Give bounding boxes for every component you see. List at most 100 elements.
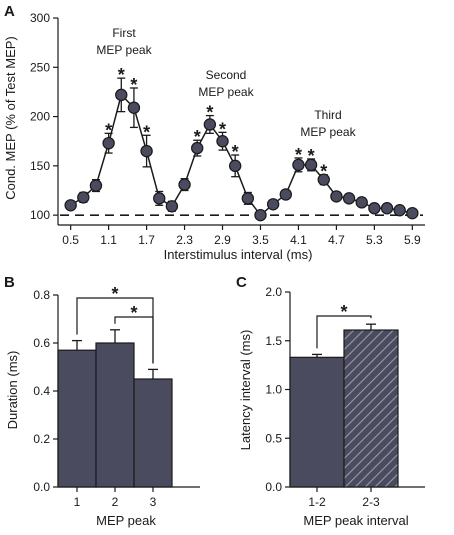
data-point	[191, 141, 204, 155]
data-point	[304, 158, 318, 172]
significance-star: *	[118, 65, 125, 85]
data-point	[266, 198, 280, 211]
third-peak-label-line2: MEP peak	[300, 125, 356, 139]
panel-a-x-tick-label: 2.9	[214, 233, 231, 247]
significance-star: *	[295, 145, 302, 165]
panel-c-y-tick-label: 2.0	[265, 285, 282, 299]
data-point	[203, 118, 217, 131]
panel-c-bars: *	[289, 302, 399, 488]
panel-a-y-tick-label: 150	[30, 159, 50, 173]
data-point	[115, 88, 128, 102]
panel-c-y-tick-label: 1.5	[265, 334, 282, 348]
significance-star: *	[219, 119, 226, 139]
panel-a-x-tick-label: 4.1	[290, 233, 307, 247]
panel-a-x-axis-label: Interstimulus interval (ms)	[164, 247, 313, 262]
significance-bracket	[316, 315, 372, 349]
significance-star: *	[130, 75, 137, 95]
panel-b-x-tick-label: 3	[150, 495, 157, 509]
data-point	[165, 200, 179, 213]
data-point	[64, 199, 77, 212]
data-point	[241, 192, 255, 205]
panel-b-x-tick-label: 1	[74, 495, 81, 509]
data-point	[254, 208, 267, 222]
panel-b-y-tick-label: 0.8	[33, 288, 50, 302]
panel-b-y-tick-label: 0.0	[33, 480, 50, 494]
data-point	[380, 202, 394, 215]
panel-letter-b: B	[4, 274, 15, 291]
panel-a-x-tick-label: 1.1	[100, 233, 117, 247]
data-point	[342, 192, 356, 205]
panel-c-x-tick-label: 1-2	[308, 495, 326, 509]
panel-a-x-tick-label: 0.5	[62, 233, 79, 247]
panel-a-series: ** ** **** * **	[60, 65, 423, 222]
panel-letter-a: A	[4, 3, 15, 20]
panel-a-y-tick-label: 300	[30, 11, 50, 25]
panel-letter-c: C	[236, 274, 247, 291]
significance-star: *	[143, 122, 150, 142]
panel-c-y-tick-label: 1.0	[265, 383, 282, 397]
significance-star: *	[206, 103, 213, 123]
panel-c-y-tick-label: 0.0	[265, 480, 282, 494]
panel-a-x-tick-label: 2.3	[176, 233, 193, 247]
panel-a-x-tick-label: 5.3	[366, 233, 383, 247]
significance-star: *	[130, 303, 137, 323]
data-point	[292, 158, 305, 172]
data-point	[355, 196, 368, 209]
first-peak-label-line2: MEP peak	[96, 43, 152, 57]
panel-b-axes: 0.0 0.2 0.4 0.6 0.8 1 2 3	[33, 288, 200, 509]
panel-a-y-tick-label: 100	[30, 208, 50, 222]
panel-c-y-tick-label: 0.5	[265, 431, 282, 445]
data-point	[216, 135, 229, 148]
significance-star: *	[105, 120, 112, 140]
significance-star: *	[194, 127, 201, 147]
bar	[133, 378, 173, 488]
panel-a-y-tick-label: 200	[30, 110, 50, 124]
data-point	[228, 159, 242, 173]
second-peak-label-line2: MEP peak	[198, 85, 254, 99]
panel-a-x-tick-label: 5.9	[404, 233, 421, 247]
mep-series-line	[70, 93, 413, 217]
panel-b-x-tick-label: 2	[112, 495, 119, 509]
data-point	[178, 178, 191, 191]
panel-a-y-axis-label: Cond. MEP (% of Test MEP)	[3, 36, 18, 200]
first-peak-label-line1: First	[112, 26, 136, 40]
panel-a-x-tick-label: 1.7	[138, 233, 155, 247]
significance-star: *	[232, 142, 239, 162]
data-point	[406, 206, 419, 220]
panel-b: B 0.00.20.40.60.81 2 3 ** MEP peak Duratio…	[4, 274, 200, 528]
significance-star: *	[340, 302, 347, 322]
bar	[95, 342, 135, 488]
data-point	[153, 192, 166, 205]
data-point	[317, 173, 330, 186]
data-point	[77, 191, 90, 204]
panel-a-x-tick-label: 3.5	[252, 233, 269, 247]
panel-c-x-tick-label: 2-3	[362, 495, 380, 509]
panel-b-bars: **	[57, 284, 173, 488]
data-point	[127, 101, 141, 114]
panel-b-y-tick-label: 0.6	[33, 336, 50, 350]
significance-star: *	[111, 284, 118, 304]
second-peak-label-line1: Second	[206, 68, 247, 82]
bar	[343, 329, 399, 488]
panel-a-y-tick-label: 250	[30, 60, 50, 74]
panel-a-axes: 100 150 200 250 300 0.5 1.1 1.7 2.3 2.9 3.5 4.1 4.7 5…	[30, 11, 425, 247]
panel-b-y-axis-label: Duration (ms)	[5, 351, 20, 430]
data-point	[330, 190, 343, 203]
significance-star: *	[308, 146, 315, 166]
panel-b-y-tick-label: 0.4	[33, 384, 50, 398]
data-point	[279, 188, 292, 201]
data-point	[89, 179, 103, 192]
panel-b-x-axis-label: MEP peak	[96, 513, 156, 528]
significance-star: *	[320, 162, 327, 182]
panel-c-y-axis-label: Latency interval (ms)	[238, 330, 253, 451]
significance-bracket	[114, 316, 154, 364]
panel-c: C 0.0 0.5 1.0 1.5 2.0 1-2 2-3 * MEP peak inter…	[236, 274, 425, 528]
data-point	[368, 202, 381, 215]
panel-c-axes: 0.0 0.5 1.0 1.5 2.0 1-2 2-3	[265, 285, 425, 509]
data-point	[102, 136, 115, 150]
data-point	[140, 144, 153, 158]
panel-b-y-tick-label: 0.2	[33, 432, 50, 446]
panel-a: A 100 150 200 250 300 0.5 1.1 1.7 2.3 2.9 3.5 4.1 4.…	[3, 3, 425, 262]
bar	[289, 356, 345, 488]
